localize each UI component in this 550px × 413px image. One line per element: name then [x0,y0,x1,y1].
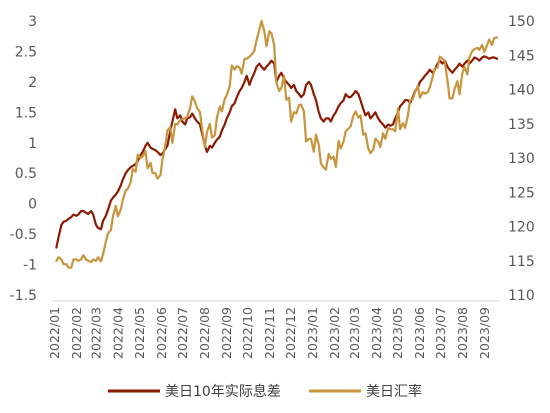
legend-label-0: 美日10年实际息差 [165,383,281,400]
x-tick-label: 2022/04 [111,307,126,359]
left-tick-label: 1 [28,136,37,152]
x-tick-label: 2023/06 [412,307,427,359]
left-tick-label: 0.5 [15,166,37,182]
left-tick-label: -0.5 [10,227,37,243]
x-tick-label: 2023/02 [327,307,342,359]
x-tick-label: 2022/01 [47,307,62,359]
x-tick-label: 2022/03 [89,307,104,359]
x-tick-label: 2023/07 [433,307,448,359]
x-tick-label: 2022/06 [154,307,169,359]
x-tick-label: 2023/01 [305,307,320,359]
x-tick-label: 2023/05 [390,307,405,359]
right-tick-label: 110 [508,288,535,304]
legend-label-1: 美日汇率 [366,383,422,400]
left-tick-label: -1 [23,258,37,274]
x-tick-label: 2022/07 [175,307,190,359]
left-tick-label: -1.5 [10,288,37,304]
right-y-axis: 110 115 120 125 130 135 140 145 150 [508,14,535,304]
right-tick-label: 140 [508,83,535,99]
x-tick-label: 2022/02 [69,307,84,359]
x-tick-label: 2022/09 [219,307,234,359]
legend: 美日10年实际息差 美日汇率 [108,383,422,400]
x-tick-label: 2023/09 [477,307,492,359]
left-tick-label: 2.5 [15,44,37,60]
series-layer [55,19,499,269]
right-tick-label: 125 [508,185,535,201]
x-axis: 2022/01 2022/02 2022/03 2022/04 2022/05 2022/… [47,307,492,359]
right-tick-label: 120 [508,220,535,236]
x-tick-label: 2022/10 [240,307,255,359]
left-tick-label: 2 [28,75,37,91]
left-tick-label: 1.5 [15,105,37,121]
right-tick-label: 145 [508,48,535,64]
x-tick-label: 2023/04 [369,307,384,359]
series-line-1 [55,19,499,269]
left-y-axis: -1.5 -1 -0.5 0 0.5 1 1.5 2 2.5 3 [10,14,37,304]
right-tick-label: 135 [508,117,535,133]
left-tick-label: 0 [28,197,37,213]
left-tick-label: 3 [28,14,37,30]
x-tick-label: 2023/08 [455,307,470,359]
x-tick-label: 2022/08 [197,307,212,359]
right-tick-label: 115 [508,254,535,270]
x-tick-label: 2022/12 [283,307,298,359]
x-tick-label: 2022/05 [132,307,147,359]
x-tick-label: 2022/11 [262,307,277,359]
right-tick-label: 150 [508,14,535,30]
right-tick-label: 130 [508,151,535,167]
x-tick-label: 2023/03 [347,307,362,359]
